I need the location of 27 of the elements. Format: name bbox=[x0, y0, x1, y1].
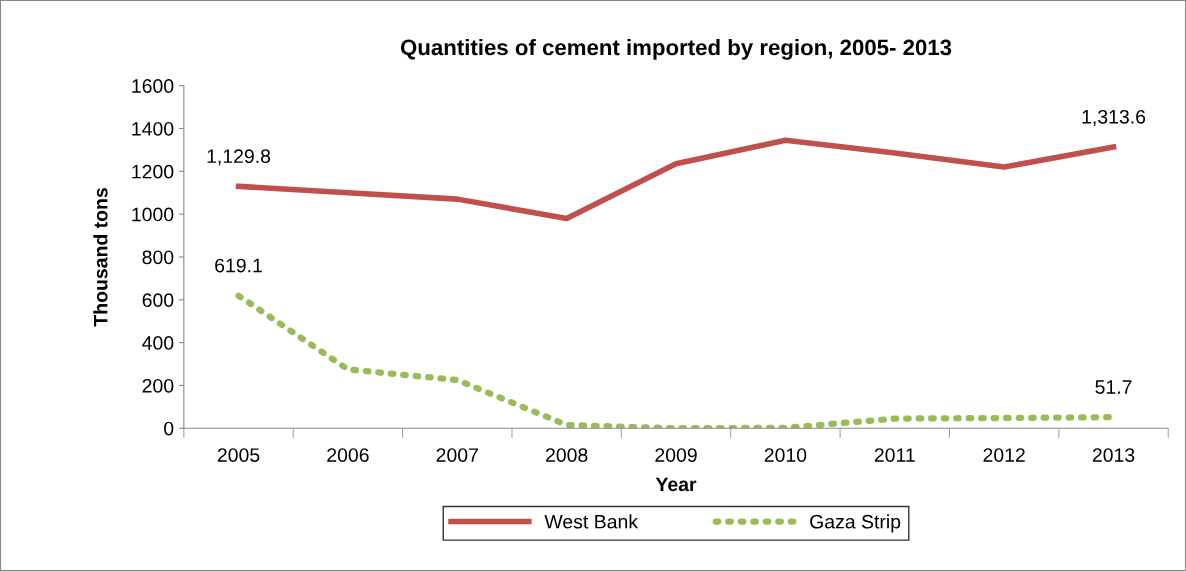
data-label: 1,129.8 bbox=[207, 149, 271, 166]
x-tick-label: 2012 bbox=[983, 448, 1025, 462]
y-tick-label: 1200 bbox=[132, 164, 174, 179]
x-axis-title: Year bbox=[655, 477, 697, 492]
x-tick-label: 2013 bbox=[1092, 448, 1135, 462]
y-tick-label: 1400 bbox=[132, 121, 174, 136]
y-axis-title: Thousand tons bbox=[93, 188, 108, 327]
y-tick-label: 1000 bbox=[132, 207, 174, 222]
y-tick-label: 1600 bbox=[132, 79, 174, 93]
y-tick-label: 0 bbox=[164, 421, 174, 436]
chart-title: Quantities of cement imported by region, 2005- 2013 bbox=[400, 38, 952, 60]
legend-label: West Bank bbox=[544, 514, 639, 529]
data-label: 51.7 bbox=[1095, 380, 1132, 394]
y-tick-label: 800 bbox=[142, 250, 174, 265]
y-tick-label: 200 bbox=[142, 378, 174, 393]
y-tick-label: 600 bbox=[142, 293, 174, 308]
x-tick-label: 2007 bbox=[436, 448, 478, 462]
x-tick-label: 2010 bbox=[764, 448, 807, 462]
data-label: 619.1 bbox=[215, 258, 262, 273]
data-label: 1,313.6 bbox=[1082, 109, 1146, 126]
x-tick-label: 2009 bbox=[655, 448, 697, 462]
y-tick-label: 400 bbox=[142, 336, 174, 350]
x-tick-label: 2005 bbox=[217, 448, 260, 462]
x-tick-label: 2011 bbox=[874, 448, 915, 462]
x-tick-label: 2006 bbox=[327, 448, 369, 462]
legend-label: Gaza Strip bbox=[810, 514, 901, 533]
x-tick-label: 2008 bbox=[546, 448, 588, 462]
